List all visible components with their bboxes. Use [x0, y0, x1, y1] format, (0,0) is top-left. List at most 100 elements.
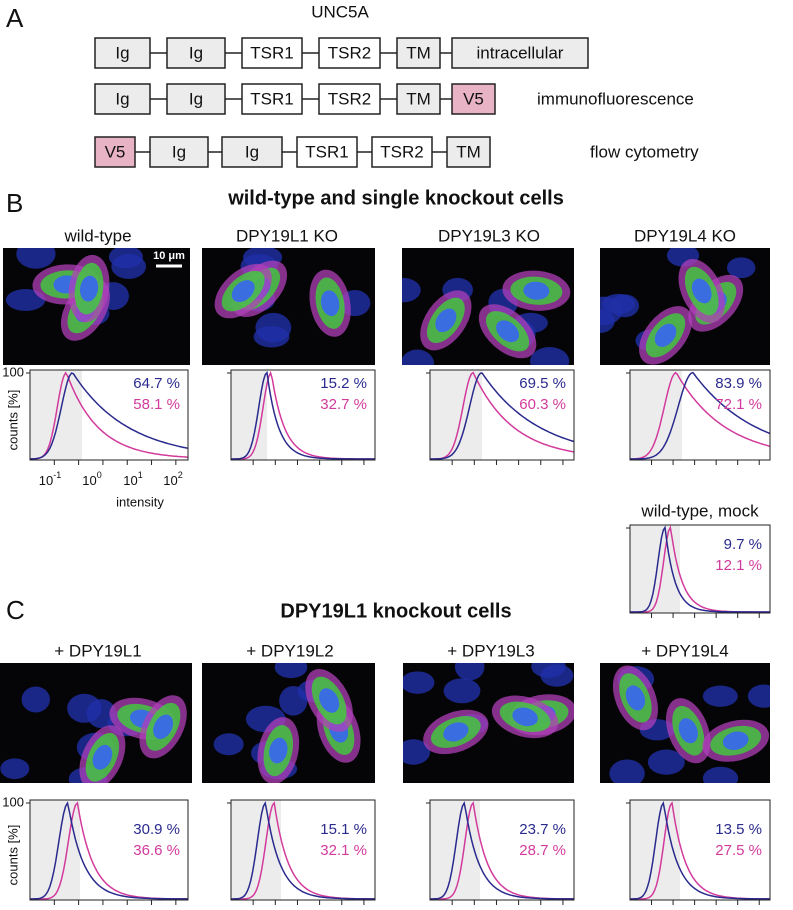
gate-shade — [430, 370, 482, 460]
nucleus-bg — [454, 663, 485, 681]
nucleus-bg — [747, 684, 770, 708]
cell-nucleus — [654, 323, 677, 347]
construct-caption: immunofluorescence — [537, 89, 694, 108]
percent-blue: 15.2 % — [320, 375, 367, 392]
condition-title: DPY19L4 KO — [634, 226, 736, 245]
percent-blue: 23.7 % — [519, 821, 566, 838]
micrograph-content — [0, 663, 192, 783]
cell-nucleus — [523, 281, 550, 300]
tick-base: 10 — [82, 473, 96, 488]
cell-nucleus — [625, 685, 646, 711]
domain-box — [94, 37, 151, 69]
nucleus-bg — [255, 312, 292, 343]
tick-exponent: 2 — [178, 470, 183, 480]
micrograph-content — [402, 248, 574, 365]
cell-nucleus — [435, 308, 457, 333]
y-axis-label: counts [%] — [5, 825, 20, 886]
percent-pink: 58.1 % — [133, 396, 180, 413]
nucleus-bg — [531, 663, 566, 678]
cell-nucleus — [231, 280, 255, 303]
micrograph-content — [600, 248, 770, 365]
histogram-frame — [230, 799, 376, 901]
domain-box — [149, 136, 209, 168]
domain-label: Ig — [115, 43, 129, 62]
panel-label: C — [6, 595, 25, 625]
domain-box — [221, 136, 283, 168]
micrograph — [0, 663, 192, 783]
histogram-curve — [430, 372, 575, 460]
micrograph — [600, 663, 770, 783]
histogram-curve — [630, 800, 771, 900]
cell-nucleus — [92, 744, 113, 770]
histogram-frame — [29, 799, 189, 901]
percent-blue: 30.9 % — [133, 821, 180, 838]
percent-pink: 32.7 % — [320, 396, 367, 413]
cell-nucleus — [722, 731, 749, 751]
x-tick-label: 10-1 — [39, 470, 61, 488]
histogram-frame — [629, 524, 771, 614]
percent-pink: 72.1 % — [715, 396, 762, 413]
domain-box — [241, 83, 303, 115]
domain-box — [296, 136, 358, 168]
micrograph — [402, 248, 574, 365]
nucleus-bg — [702, 766, 739, 783]
percent-pink: 32.1 % — [320, 842, 367, 859]
histogram-frame — [629, 369, 771, 461]
domain-box — [166, 83, 226, 115]
histogram-curve — [231, 370, 375, 460]
nucleus-bg — [111, 254, 147, 279]
domain-label: TSR1 — [250, 89, 293, 108]
micrograph-content — [403, 663, 574, 783]
micrograph-content — [600, 663, 770, 783]
domain-label: TM — [406, 89, 431, 108]
condition-title: DPY19L3 KO — [438, 226, 540, 245]
tick-base: 10 — [39, 473, 53, 488]
condition-title: + DPY19L4 — [641, 641, 728, 660]
construct-caption: flow cytometry — [590, 142, 699, 161]
histogram-frame — [429, 369, 575, 461]
condition-title: wild-type — [63, 226, 131, 245]
domain-box — [318, 37, 381, 69]
nucleus-bg — [602, 293, 636, 314]
nucleus-bg — [274, 663, 308, 679]
condition-title: + DPY19L1 — [54, 641, 141, 660]
nucleus-bg — [443, 678, 481, 704]
panel-label: A — [6, 3, 24, 33]
panel-heading: wild-type and single knockout cells — [227, 187, 564, 209]
cell-nucleus — [496, 320, 519, 343]
x-tick-label: 101 — [123, 470, 142, 488]
tick-exponent: -1 — [53, 470, 61, 480]
percent-pink: 12.1 % — [715, 557, 762, 574]
percent-blue: 15.1 % — [320, 821, 367, 838]
condition-title: + DPY19L3 — [447, 641, 534, 660]
domain-label: TSR2 — [328, 89, 371, 108]
histogram-curve — [30, 372, 189, 460]
histogram-curve — [430, 371, 575, 460]
domain-label: V5 — [105, 142, 126, 161]
domain-box — [371, 136, 433, 168]
domain-box — [241, 37, 303, 69]
micrograph — [202, 663, 375, 783]
histogram-curve — [29, 371, 189, 460]
histogram-curve — [629, 371, 771, 460]
domain-box — [446, 136, 491, 168]
nucleus-bg — [702, 685, 738, 707]
domain-label: Ig — [245, 142, 259, 161]
gate-shade — [30, 800, 80, 900]
panel-label: B — [6, 188, 23, 218]
condition-title: + DPY19L2 — [246, 641, 333, 660]
percent-pink: 60.3 % — [519, 396, 566, 413]
mock-title: wild-type, mock — [640, 501, 759, 520]
y-tick-label: 100 — [2, 364, 24, 379]
percent-pink: 27.5 % — [715, 842, 762, 859]
domain-box — [94, 83, 151, 115]
nucleus-bg — [726, 257, 756, 279]
percent-blue: 9.7 % — [724, 536, 762, 553]
gate-shade — [231, 370, 267, 460]
cell-nucleus — [691, 278, 712, 304]
panel-heading: DPY19L1 knockout cells — [280, 600, 511, 622]
nucleus-bg — [402, 277, 421, 303]
domain-label: TSR1 — [250, 43, 293, 62]
percent-blue: 69.5 % — [519, 375, 566, 392]
nucleus-bg — [600, 308, 615, 334]
